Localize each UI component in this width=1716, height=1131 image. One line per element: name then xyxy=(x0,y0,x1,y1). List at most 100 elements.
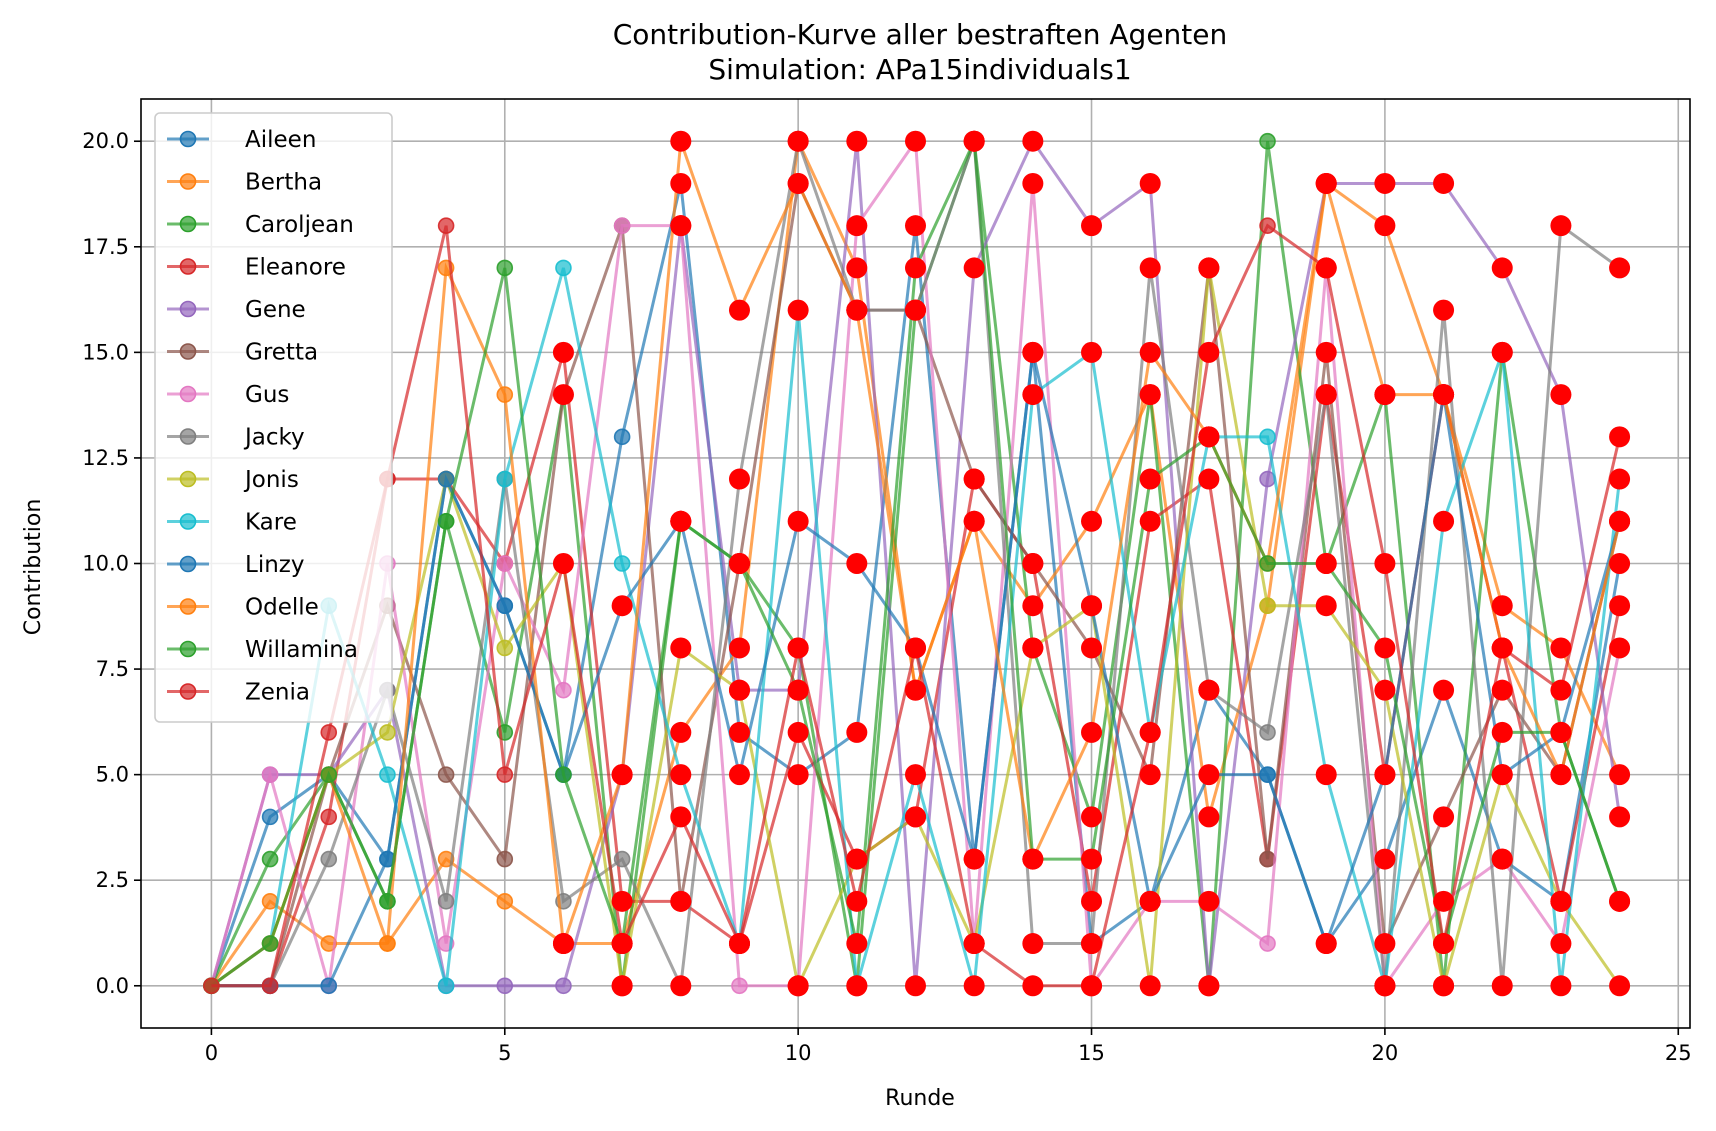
data-point xyxy=(379,935,396,952)
punishment-marker xyxy=(1081,215,1103,237)
legend-entry: Jonis xyxy=(167,467,299,493)
punishment-marker xyxy=(1139,341,1161,363)
punishment-marker xyxy=(1022,933,1044,955)
punishment-markers xyxy=(552,130,1631,997)
legend-box xyxy=(154,112,393,723)
x-tick-label: 0 xyxy=(205,1041,218,1065)
data-point xyxy=(555,259,572,277)
legend-marker xyxy=(179,513,197,530)
legend-entry: Aileen xyxy=(167,127,316,153)
legend-label: Gene xyxy=(245,297,306,323)
punishment-marker xyxy=(1198,975,1220,997)
punishment-marker xyxy=(905,806,926,828)
punishment-marker xyxy=(1433,933,1455,955)
punishment-marker xyxy=(1022,341,1044,363)
punishment-marker xyxy=(1491,341,1513,363)
punishment-marker xyxy=(846,848,868,870)
punishment-marker xyxy=(1198,341,1220,363)
legend-label: Gus xyxy=(245,382,289,408)
legend-entry: Gus xyxy=(167,382,289,408)
data-point xyxy=(320,766,338,783)
punishment-marker xyxy=(1433,299,1455,321)
data-point xyxy=(379,893,396,910)
punishment-marker xyxy=(1550,215,1572,237)
legend-entry: Gretta xyxy=(167,340,318,366)
punishment-marker xyxy=(1081,510,1103,532)
punishment-marker xyxy=(1433,806,1455,828)
punishment-marker xyxy=(1491,764,1513,786)
punishment-marker xyxy=(1081,341,1103,363)
punishment-marker xyxy=(1374,172,1396,194)
data-point xyxy=(496,850,514,868)
x-tick-label: 10 xyxy=(785,1041,812,1065)
punishment-marker xyxy=(1081,975,1103,997)
x-tick-label: 5 xyxy=(498,1041,511,1065)
legend: Aileen Bertha Caroljean Eleanore Gene Gretta G… xyxy=(154,112,393,723)
punishment-marker xyxy=(1609,553,1631,574)
punishment-marker xyxy=(728,468,750,490)
data-point xyxy=(437,512,455,530)
legend-entry: Willamina xyxy=(167,637,358,663)
punishment-marker xyxy=(963,975,985,997)
punishment-marker xyxy=(670,975,692,997)
data-point xyxy=(496,893,514,910)
data-point xyxy=(555,977,572,995)
punishment-marker xyxy=(1609,257,1631,279)
legend-label: Aileen xyxy=(245,127,316,153)
legend-marker xyxy=(179,683,197,700)
punishment-marker xyxy=(1433,679,1455,701)
punishment-marker xyxy=(846,215,868,237)
data-point xyxy=(613,428,631,446)
punishment-marker xyxy=(905,130,926,152)
data-point xyxy=(496,766,514,783)
data-point xyxy=(496,597,514,615)
legend-marker xyxy=(179,598,197,615)
punishment-marker xyxy=(670,130,692,152)
legend-label: Odelle xyxy=(245,595,319,621)
punishment-marker xyxy=(1550,721,1572,743)
data-point xyxy=(320,850,338,868)
punishment-marker xyxy=(1315,553,1337,574)
punishment-marker xyxy=(1609,764,1631,786)
legend-marker xyxy=(179,300,197,318)
y-tick-label: 17.5 xyxy=(82,235,129,259)
punishment-marker xyxy=(1081,933,1103,955)
punishment-marker xyxy=(905,257,926,279)
punishment-marker xyxy=(1374,975,1396,997)
data-point xyxy=(320,935,338,952)
punishment-marker xyxy=(905,975,926,997)
data-point xyxy=(1259,428,1276,446)
punishment-marker xyxy=(1550,764,1572,786)
punishment-marker xyxy=(1198,679,1220,701)
punishment-marker xyxy=(787,637,809,659)
punishment-marker xyxy=(1550,679,1572,701)
punishment-marker xyxy=(1433,510,1455,532)
data-point xyxy=(437,977,455,995)
punishment-marker xyxy=(1022,172,1044,194)
data-point xyxy=(496,386,514,403)
punishment-marker xyxy=(1081,721,1103,743)
legend-label: Willamina xyxy=(245,637,358,663)
punishment-marker xyxy=(611,764,633,786)
punishment-marker xyxy=(1433,890,1455,912)
punishment-marker xyxy=(1315,341,1337,363)
punishment-marker xyxy=(1550,890,1572,912)
punishment-marker xyxy=(1022,553,1044,574)
punishment-marker xyxy=(611,890,633,912)
punishment-marker xyxy=(787,764,809,786)
punishment-marker xyxy=(552,933,574,955)
data-point xyxy=(496,977,514,995)
legend-marker xyxy=(179,130,197,148)
punishment-marker xyxy=(552,384,574,406)
punishment-marker xyxy=(1139,764,1161,786)
punishment-marker xyxy=(1609,637,1631,659)
punishment-marker xyxy=(1609,468,1631,490)
punishment-marker xyxy=(846,890,868,912)
legend-label: Bertha xyxy=(245,170,322,196)
legend-marker xyxy=(179,428,197,445)
punishment-marker xyxy=(1491,257,1513,279)
data-point xyxy=(613,217,631,234)
legend-entry: Linzy xyxy=(167,552,304,578)
legend-marker xyxy=(179,215,197,233)
